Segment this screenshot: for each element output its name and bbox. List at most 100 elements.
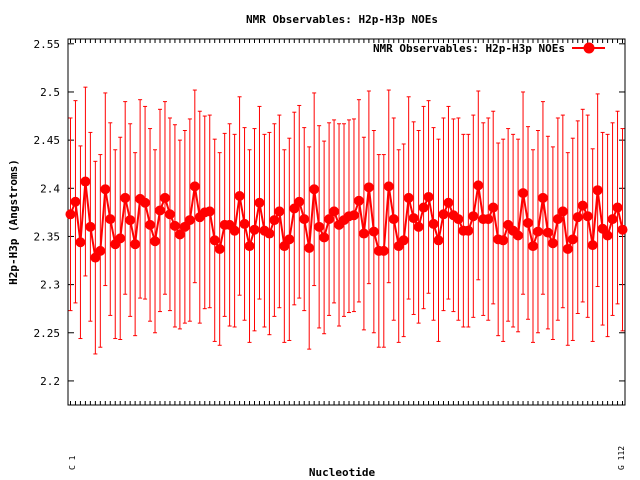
data-point	[284, 234, 295, 245]
data-point	[498, 235, 509, 246]
data-point	[329, 206, 340, 217]
data-point	[368, 226, 379, 237]
data-point	[75, 237, 86, 248]
data-point	[403, 192, 414, 203]
data-point	[423, 191, 434, 202]
data-point	[577, 200, 588, 211]
data-point	[65, 209, 76, 220]
data-point	[155, 205, 166, 216]
data-point	[612, 202, 623, 213]
data-point	[433, 235, 444, 246]
data-points	[65, 176, 628, 263]
data-point	[169, 220, 180, 231]
data-point	[428, 218, 439, 229]
data-point	[244, 241, 255, 252]
data-point	[607, 214, 618, 225]
data-point	[582, 211, 593, 222]
data-point	[130, 239, 141, 250]
y-tick-label: 2.45	[34, 134, 61, 147]
data-point	[150, 236, 161, 247]
data-point	[353, 195, 364, 206]
data-point	[299, 214, 310, 225]
data-point	[85, 221, 96, 232]
data-point	[473, 180, 484, 191]
data-point	[105, 214, 116, 225]
x-axis-label: Nucleotide	[309, 466, 376, 479]
data-point	[140, 197, 151, 208]
y-tick-label: 2.55	[34, 38, 61, 51]
data-point	[70, 196, 81, 207]
data-point	[513, 230, 524, 241]
data-point	[413, 221, 424, 232]
y-tick-label: 2.5	[40, 86, 60, 99]
data-point	[145, 219, 156, 230]
data-point	[527, 241, 538, 252]
data-point	[488, 202, 499, 213]
data-point	[463, 225, 474, 236]
data-point	[294, 196, 305, 207]
data-point	[274, 206, 285, 217]
data-point	[453, 214, 464, 225]
data-point	[398, 235, 409, 246]
data-point	[100, 184, 111, 195]
y-axis: 2.2 2.25 2.3 2.35 2.4 2.45 2.5 2.55	[34, 38, 625, 388]
data-point	[552, 214, 563, 225]
data-point	[537, 192, 548, 203]
data-point	[125, 215, 136, 226]
y-tick-label: 2.4	[40, 182, 60, 195]
data-point	[164, 209, 175, 220]
data-point	[523, 217, 534, 228]
y-tick-label: 2.25	[34, 327, 61, 340]
data-point	[388, 214, 399, 225]
data-point	[204, 206, 215, 217]
data-point	[602, 230, 613, 241]
data-point	[363, 182, 374, 193]
data-point	[532, 226, 543, 237]
plot-frame	[67, 38, 626, 406]
data-point	[234, 190, 245, 201]
data-point	[269, 215, 280, 226]
y-tick-label: 2.2	[40, 375, 60, 388]
legend-label: NMR Observables: H2p-H3p NOEs	[373, 42, 565, 55]
data-point	[319, 232, 330, 243]
data-point	[483, 214, 494, 225]
x-tick-label-last: G 112	[617, 446, 626, 470]
legend-marker	[583, 42, 595, 54]
data-point	[587, 240, 598, 251]
data-point	[120, 192, 131, 203]
x-axis	[69, 39, 624, 405]
data-point	[174, 229, 185, 240]
data-point	[314, 221, 325, 232]
data-point	[239, 218, 250, 229]
data-point	[324, 214, 335, 225]
data-point	[189, 181, 200, 192]
y-axis-label: H2p-H3p (Angstroms)	[7, 159, 20, 285]
data-point	[383, 181, 394, 192]
data-point	[115, 233, 126, 244]
data-point	[542, 227, 553, 238]
data-point	[80, 176, 91, 187]
data-point	[304, 243, 315, 254]
data-point	[443, 197, 454, 208]
y-tick-label: 2.35	[34, 230, 61, 243]
data-point	[418, 202, 429, 213]
data-point	[264, 228, 275, 239]
legend: NMR Observables: H2p-H3p NOEs	[373, 42, 605, 55]
data-point	[249, 224, 260, 235]
data-point	[378, 245, 389, 256]
data-point	[557, 206, 568, 217]
data-point	[468, 211, 479, 222]
data-point	[358, 228, 369, 239]
data-point	[592, 185, 603, 196]
data-point	[159, 192, 170, 203]
x-tick-label-first: C 1	[68, 455, 77, 470]
data-point	[348, 210, 359, 221]
data-point	[408, 213, 419, 224]
data-point	[518, 188, 529, 199]
data-point	[309, 184, 320, 195]
data-point	[438, 209, 449, 220]
data-point	[184, 215, 195, 226]
data-point	[617, 224, 628, 235]
data-point	[214, 243, 225, 254]
